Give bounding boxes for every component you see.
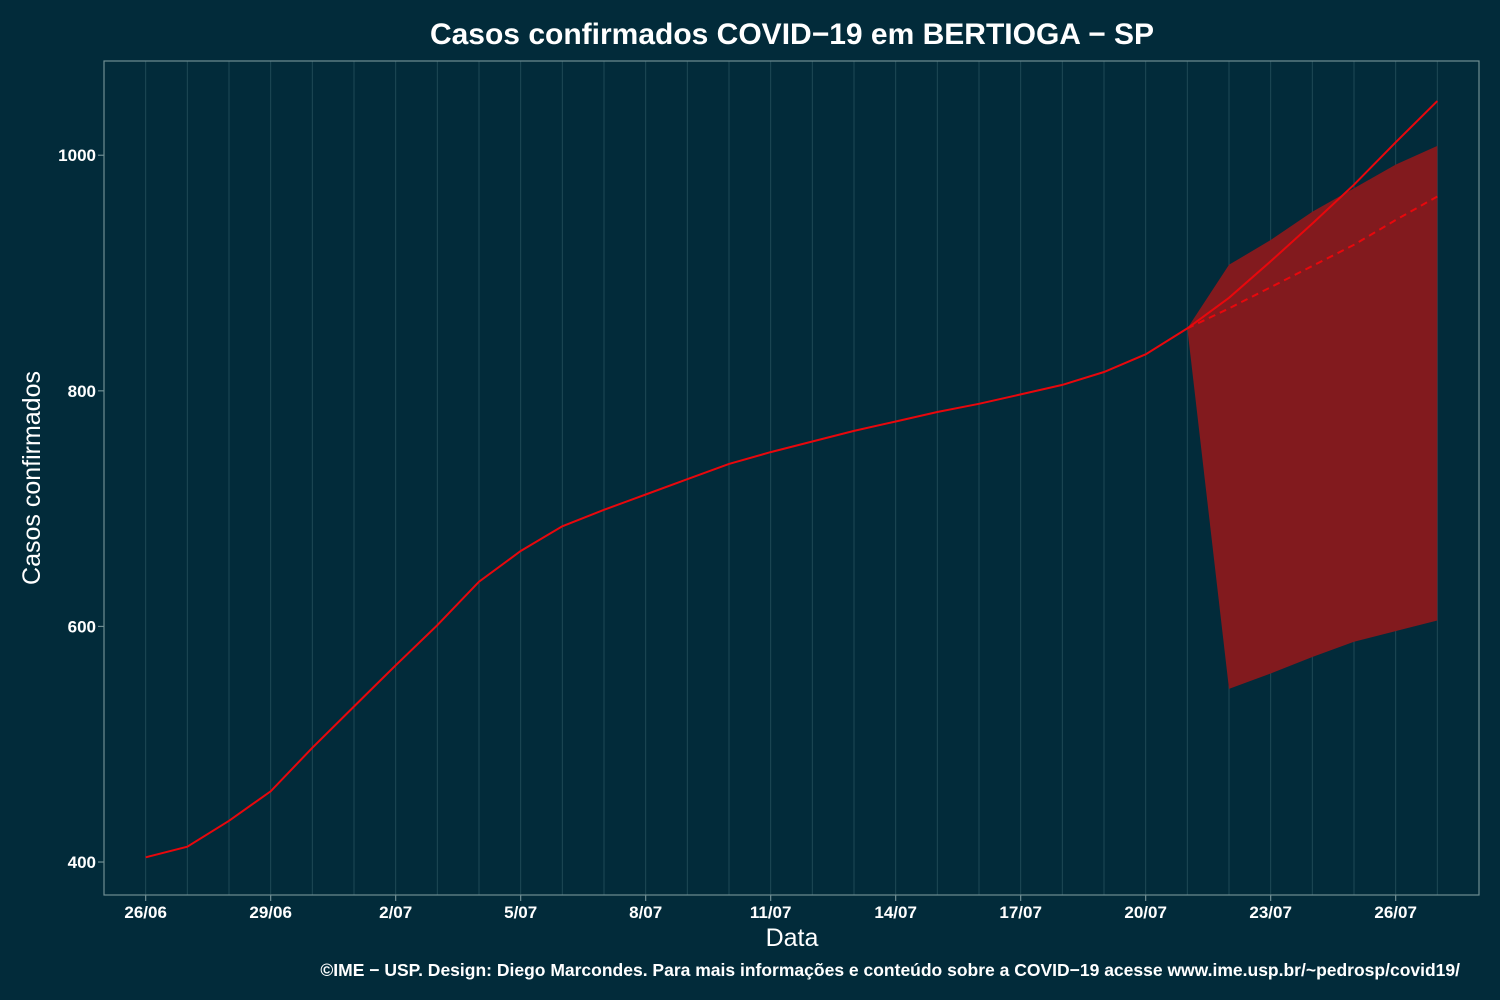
- y-axis-title: Casos confirmados: [18, 371, 46, 585]
- x-tick-label: 17/07: [999, 903, 1042, 922]
- prediction-band: [1187, 145, 1438, 689]
- plot-panel-border: [103, 60, 1480, 896]
- credits-caption: ©IME − USP. Design: Diego Marcondes. Par…: [320, 960, 1460, 980]
- y-tick-label: 400: [68, 853, 96, 872]
- chart-title: Casos confirmados COVID−19 em BERTIOGA −…: [430, 18, 1154, 51]
- y-tick-label: 1000: [58, 146, 96, 165]
- x-tick-label: 26/07: [1374, 903, 1417, 922]
- y-tick-label: 600: [68, 617, 96, 636]
- x-tick-label: 26/06: [124, 903, 167, 922]
- x-axis-ticks: 26/06 29/06 2/07 5/07 8/07 11/07 14/07 17/07 20/…: [124, 895, 1417, 922]
- x-tick-label: 20/07: [1124, 903, 1167, 922]
- y-tick-label: 800: [68, 382, 96, 401]
- confirmed-cases-line: [145, 100, 1439, 859]
- prediction-interval-band: [1187, 145, 1438, 689]
- x-tick-label: 5/07: [504, 903, 537, 922]
- x-tick-label: 8/07: [629, 903, 662, 922]
- y-axis-ticks: 400 600 800 1000: [58, 146, 104, 872]
- series-lines: [145, 100, 1439, 859]
- x-axis-title: Data: [766, 924, 819, 952]
- x-tick-label: 2/07: [379, 903, 412, 922]
- x-tick-label: 29/06: [249, 903, 292, 922]
- x-tick-label: 14/07: [874, 903, 917, 922]
- x-tick-label: 23/07: [1249, 903, 1292, 922]
- grid-lines: [145, 61, 1438, 895]
- x-tick-label: 11/07: [750, 903, 792, 922]
